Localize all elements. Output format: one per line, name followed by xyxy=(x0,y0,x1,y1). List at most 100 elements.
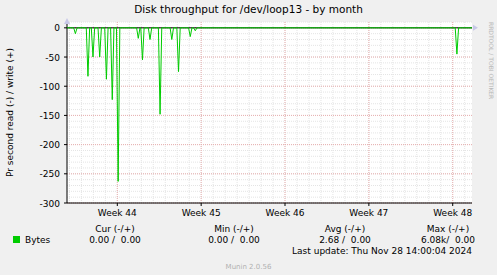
minor-grid-line xyxy=(67,179,472,180)
grid-line xyxy=(67,115,472,116)
minor-grid-line xyxy=(380,22,381,203)
minor-grid-line xyxy=(356,22,357,203)
minor-grid-line xyxy=(153,22,154,203)
legend-swatch xyxy=(13,236,20,243)
y-axis xyxy=(67,22,68,203)
axis-arrow xyxy=(64,18,70,24)
minor-grid-line xyxy=(67,144,472,145)
tick xyxy=(64,86,67,87)
tick xyxy=(117,203,118,206)
minor-grid-line xyxy=(344,22,345,203)
tick xyxy=(64,173,67,174)
minor-grid-line xyxy=(129,22,130,203)
minor-grid-line xyxy=(416,22,417,203)
y-tick-label: -50 xyxy=(45,53,60,63)
x-tick-label: Week 47 xyxy=(349,208,388,218)
tick xyxy=(64,27,67,28)
minor-grid-line xyxy=(320,22,321,203)
grid-line xyxy=(67,57,472,58)
minor-grid-line xyxy=(81,22,82,203)
tick xyxy=(64,203,67,204)
grid-line xyxy=(67,203,472,204)
x-tick-label: Week 45 xyxy=(182,208,221,218)
minor-grid-line xyxy=(249,22,250,203)
tick xyxy=(368,203,369,206)
minor-grid-line xyxy=(67,162,472,163)
minor-grid-line xyxy=(261,22,262,203)
minor-grid-line xyxy=(67,97,472,98)
stats-value: 6.08k/ 0.00 xyxy=(421,235,475,245)
stats-header: Cur (-/+) xyxy=(95,224,134,234)
minor-grid-line xyxy=(69,22,70,203)
minor-grid-line xyxy=(67,57,472,58)
minor-grid-line xyxy=(428,22,429,203)
stats-header: Max (-/+) xyxy=(427,224,469,234)
y-axis-label: Pr second read (-) / write (+) xyxy=(5,48,15,177)
x-axis xyxy=(67,203,472,204)
y-tick-label: -100 xyxy=(40,82,61,92)
stats-header: Avg (-/+) xyxy=(325,224,365,234)
y-tick-label: 0 xyxy=(54,23,60,33)
minor-grid-line xyxy=(67,167,472,168)
x-tick-label: Week 44 xyxy=(98,208,137,218)
minor-grid-line xyxy=(285,22,286,203)
stats-header: Min (-/+) xyxy=(214,224,254,234)
tick xyxy=(452,203,453,206)
data-group xyxy=(67,28,472,182)
minor-grid-line xyxy=(67,80,472,81)
minor-grid-line xyxy=(332,22,333,203)
grid-line xyxy=(67,173,472,174)
tick xyxy=(201,203,202,206)
minor-grid-line xyxy=(67,45,472,46)
minor-grid-line xyxy=(464,22,465,203)
x-tick-label: Week 46 xyxy=(266,208,305,218)
minor-grid-line xyxy=(67,173,472,174)
minor-grid-line xyxy=(392,22,393,203)
plot-area xyxy=(67,22,472,203)
minor-grid-line xyxy=(67,127,472,128)
minor-grid-line xyxy=(213,22,214,203)
minor-grid-line xyxy=(67,62,472,63)
footer: Munin 2.0.56 xyxy=(226,263,272,271)
minor-grid-line xyxy=(308,22,309,203)
last-update: Last update: Thu Nov 28 14:00:04 2024 xyxy=(292,246,472,256)
minor-grid-line xyxy=(452,22,453,203)
minor-grid-line xyxy=(67,197,472,198)
grid-line xyxy=(201,22,202,203)
tick xyxy=(64,115,67,116)
y-tick-label: -200 xyxy=(40,140,61,150)
minor-grid-line xyxy=(67,68,472,69)
minor-grid-line xyxy=(67,22,472,23)
minor-grid-line xyxy=(67,156,472,157)
minor-grid-line xyxy=(273,22,274,203)
chart: 0-50-100-150-200-250-300Week 44Week 45We… xyxy=(0,0,497,275)
minor-grid-line xyxy=(296,22,297,203)
minor-grid-line xyxy=(237,22,238,203)
tick xyxy=(64,144,67,145)
tick xyxy=(285,203,286,206)
minor-grid-line xyxy=(67,121,472,122)
watermark: RRDTOOL / TOBI OETIKER xyxy=(488,22,495,99)
legend-label: Bytes xyxy=(25,235,51,245)
minor-grid-line xyxy=(67,138,472,139)
minor-grid-line xyxy=(165,22,166,203)
grid-line xyxy=(67,144,472,145)
minor-grid-line xyxy=(67,51,472,52)
minor-grid-line xyxy=(67,150,472,151)
minor-grid-line xyxy=(67,115,472,116)
stats-value: 0.00 / 0.00 xyxy=(208,235,260,245)
y-tick-label: -300 xyxy=(40,199,61,209)
minor-grid-line xyxy=(67,33,472,34)
stats-value: 2.68 / 0.00 xyxy=(319,235,371,245)
minor-grid-line xyxy=(440,22,441,203)
minor-grid-line xyxy=(67,203,472,204)
grid-line xyxy=(368,22,369,203)
minor-grid-line xyxy=(225,22,226,203)
grid-line xyxy=(452,22,453,203)
minor-grid-line xyxy=(67,109,472,110)
minor-grid-line xyxy=(67,132,472,133)
minor-grid-line xyxy=(67,191,472,192)
minor-grid-line xyxy=(404,22,405,203)
minor-grid-line xyxy=(67,103,472,104)
tick xyxy=(64,57,67,58)
